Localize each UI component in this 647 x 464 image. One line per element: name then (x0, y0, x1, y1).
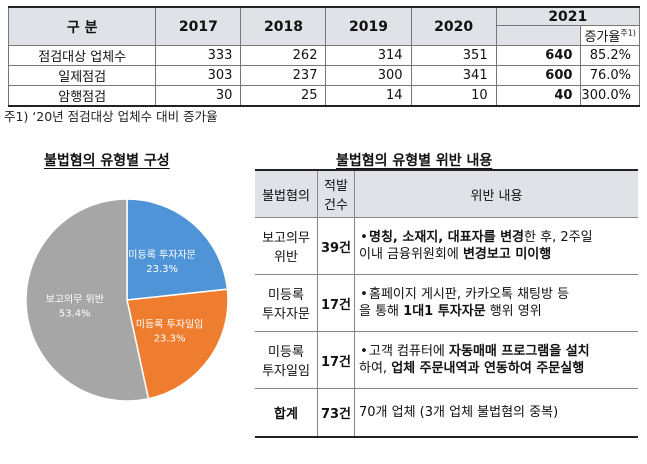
total-row: 합계 73건 70개 업체 (3개 업체 불법혐의 중복) (255, 388, 638, 438)
row-value: 40 (495, 85, 582, 107)
bullet-icon: • (360, 230, 368, 245)
content-header: 위반 내용 (354, 169, 638, 218)
row-value: 351 (410, 45, 497, 66)
row-value: 314 (325, 45, 412, 66)
content-segment: 을 통해 (359, 304, 404, 319)
count-header-line2: 건수 (324, 198, 348, 213)
pie-slice-label: 미등록 투자일임 (136, 318, 204, 331)
bullet-icon: • (360, 287, 368, 302)
row-label: 일제점검 (7, 65, 157, 86)
pie-chart-svg: 미등록 투자자문 23.3% 미등록 투자일임 23.3% 보고의무 위반 53.4% (25, 198, 229, 402)
pie-slice-label: 보고의무 위반 (46, 293, 104, 306)
violation-content: •명칭, 소재지, 대표자를 변경한 후, 2주일 이내 금융위원회에 변경보고… (354, 217, 638, 275)
row-value: 303 (155, 65, 242, 86)
year-header-2017: 2017 (155, 6, 242, 46)
violation-count: 39건 (317, 217, 355, 275)
pie-chart: 미등록 투자자문 23.3% 미등록 투자일임 23.3% 보고의무 위반 53.4% (22, 195, 232, 409)
summary-row: 일제점검 303 237 300 341 600 76.0% (7, 65, 640, 86)
content-segment: 자동매매 프로그램을 설치 (449, 344, 590, 359)
blank-header-cell (495, 25, 582, 46)
content-segment: 이내 금융위원회에 (359, 247, 463, 262)
row-value: 341 (410, 65, 497, 86)
row-value: 333 (155, 45, 242, 66)
row-rate: 300.0% (580, 85, 640, 107)
footnote: 주1) ‘20년 점검대상 업체수 대비 증가율 (4, 109, 218, 124)
row-value: 30 (155, 85, 242, 107)
violation-type: 미등록 투자자문 (255, 274, 318, 332)
summary-row: 점검대상 업체수 333 262 314 351 640 85.2% (7, 45, 640, 66)
row-rate: 85.2% (580, 45, 640, 66)
year-header-2018: 2018 (240, 6, 327, 46)
violations-section-title: 불법혐의 유형별 위반 내용 (336, 153, 493, 169)
summary-row: 암행점검 30 25 14 10 40 300.0% (7, 85, 640, 107)
row-value: 10 (410, 85, 497, 107)
row-rate: 76.0% (580, 65, 640, 86)
pie-slice-value: 53.4% (59, 309, 91, 320)
row-label: 점검대상 업체수 (7, 45, 157, 66)
total-label: 합계 (255, 388, 318, 438)
total-count: 73건 (317, 388, 355, 438)
violation-count: 17건 (317, 331, 355, 389)
violation-type: 보고의무 위반 (255, 217, 318, 275)
pie-slice (25, 198, 150, 402)
pie-slice (126, 198, 229, 301)
row-value: 14 (325, 85, 412, 107)
content-segment: 고객 컴퓨터에 (369, 344, 450, 359)
row-label: 암행점검 (7, 85, 157, 107)
year-header-2019: 2019 (325, 6, 412, 46)
bullet-icon: • (360, 344, 368, 359)
content-segment: 홈페이지 게시판, 카카오톡 채팅방 등 (369, 287, 570, 302)
pie-slice-value: 23.3% (154, 334, 186, 345)
content-segment: 행위 영위 (485, 304, 542, 319)
violation-type-line2: 위반 (274, 250, 298, 265)
violations-table: 불법혐의 적발 건수 위반 내용 보고의무 위반 39건 •명칭, 소재지, 대… (255, 169, 638, 438)
rate-header: 증가율주1) (580, 25, 640, 46)
violation-type-line1: 미등록 (268, 345, 304, 360)
summary-table: 구 분 2017 2018 2019 2020 2021 증가율주1) 점검대상… (7, 6, 641, 107)
pie-section-title: 불법혐의 유형별 구성 (44, 153, 170, 169)
year-header-2021: 2021 (495, 6, 641, 26)
violation-count: 17건 (317, 274, 355, 332)
year-header-2020: 2020 (410, 6, 497, 46)
content-segment: 하여, (359, 361, 392, 376)
row-value: 25 (240, 85, 327, 107)
pie-slice-value: 23.3% (146, 264, 178, 275)
total-text: 70개 업체 (3개 업체 불법혐의 중복) (354, 388, 638, 438)
content-segment: 명칭, 소재지, 대표자를 변경 (369, 230, 525, 245)
pie-slice (126, 288, 229, 400)
count-header: 적발 건수 (317, 169, 355, 218)
category-header: 구 분 (7, 6, 157, 46)
content-segment: 1대1 투자자문 (403, 304, 486, 319)
count-header-line1: 적발 (324, 179, 348, 194)
pie-slice-label: 미등록 투자자문 (128, 249, 196, 261)
violation-row: 보고의무 위반 39건 •명칭, 소재지, 대표자를 변경한 후, 2주일 이내… (255, 217, 638, 275)
type-header: 불법혐의 (255, 169, 318, 218)
violation-type-line1: 보고의무 (262, 231, 310, 246)
content-segment: 한 후, 2주일 (524, 230, 593, 245)
row-value: 262 (240, 45, 327, 66)
rate-header-label: 증가율 (584, 30, 621, 45)
violation-row: 미등록 투자일임 17건 •고객 컴퓨터에 자동매매 프로그램을 설치 하여, … (255, 331, 638, 389)
violation-type: 미등록 투자일임 (255, 331, 318, 389)
violation-type-line1: 미등록 (268, 288, 304, 303)
violation-row: 미등록 투자자문 17건 •홈페이지 게시판, 카카오톡 채팅방 등 을 통해 … (255, 274, 638, 332)
row-value: 640 (495, 45, 582, 66)
rate-header-note: 주1) (620, 28, 636, 38)
content-segment: 변경보고 미이행 (462, 247, 552, 262)
violation-content: •홈페이지 게시판, 카카오톡 채팅방 등 을 통해 1대1 투자자문 행위 영… (354, 274, 638, 332)
content-segment: 업체 주문내역과 연동하여 주문실행 (391, 361, 585, 376)
violation-type-line2: 투자일임 (262, 364, 310, 379)
violation-content: •고객 컴퓨터에 자동매매 프로그램을 설치 하여, 업체 주문내역과 연동하여… (354, 331, 638, 389)
row-value: 600 (495, 65, 582, 86)
row-value: 300 (325, 65, 412, 86)
violation-type-line2: 투자자문 (262, 307, 310, 322)
row-value: 237 (240, 65, 327, 86)
